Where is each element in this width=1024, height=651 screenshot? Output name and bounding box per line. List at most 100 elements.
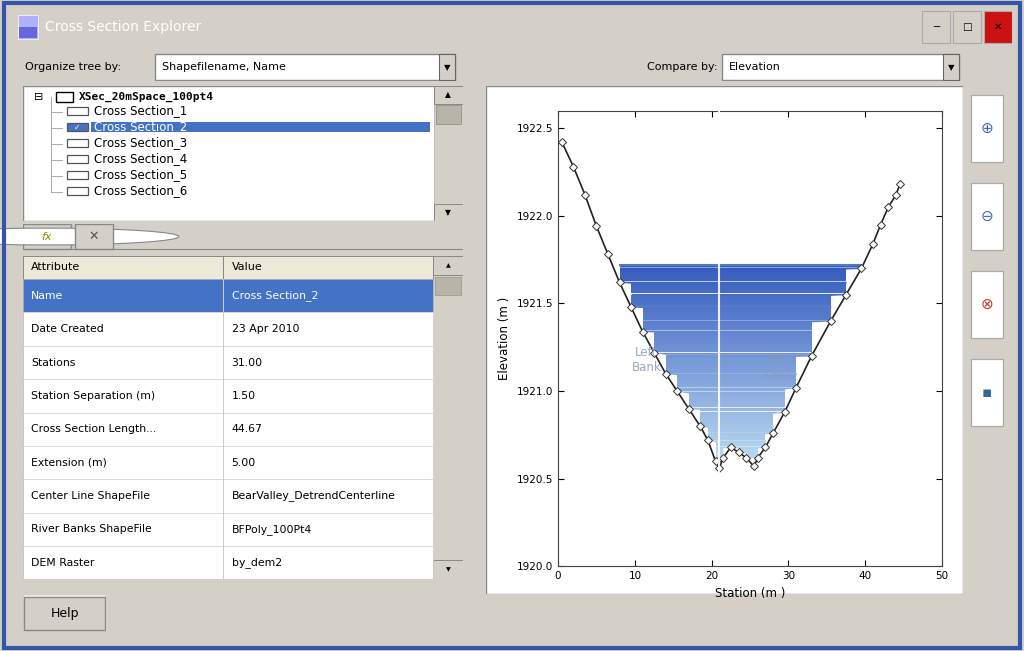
Bar xyxy=(433,256,463,275)
Bar xyxy=(971,359,1004,426)
Bar xyxy=(25,597,104,630)
Bar xyxy=(436,105,461,124)
Bar xyxy=(25,595,104,597)
Bar xyxy=(23,224,71,249)
Text: 5.00: 5.00 xyxy=(231,458,256,467)
Bar xyxy=(223,346,224,380)
Text: Cross Section_5: Cross Section_5 xyxy=(94,169,187,182)
Bar xyxy=(223,279,224,312)
Bar xyxy=(23,413,433,446)
Bar xyxy=(23,256,433,279)
Text: Cross Section_1: Cross Section_1 xyxy=(94,104,187,117)
Text: 23 Apr 2010: 23 Apr 2010 xyxy=(231,324,299,334)
Bar xyxy=(439,55,455,79)
Text: ▲: ▲ xyxy=(445,263,451,268)
Bar xyxy=(18,14,38,39)
Text: Help: Help xyxy=(50,607,79,620)
Bar xyxy=(23,513,433,546)
Text: ✕: ✕ xyxy=(993,21,1002,32)
Bar xyxy=(19,27,37,38)
Bar xyxy=(433,560,463,579)
Text: Date Created: Date Created xyxy=(32,324,104,334)
Bar xyxy=(67,123,88,131)
Text: Cross Section Explorer: Cross Section Explorer xyxy=(45,20,202,34)
Bar xyxy=(23,479,433,513)
Bar xyxy=(67,187,88,195)
Bar xyxy=(67,171,88,179)
Text: Rht
Cnkl: Rht Cnkl xyxy=(764,354,790,382)
Bar xyxy=(223,479,224,513)
Text: BearValley_DetrendCenterline: BearValley_DetrendCenterline xyxy=(231,491,395,501)
Text: ▲: ▲ xyxy=(445,90,452,99)
Text: □: □ xyxy=(962,21,972,32)
Bar xyxy=(435,277,461,295)
Bar xyxy=(91,122,430,132)
Text: Extension (m): Extension (m) xyxy=(32,458,108,467)
X-axis label: Station (m ): Station (m ) xyxy=(715,587,785,600)
Bar xyxy=(223,546,224,579)
Text: Shapefilename, Name: Shapefilename, Name xyxy=(162,62,286,72)
Text: ⊟: ⊟ xyxy=(34,92,43,102)
Text: ▼: ▼ xyxy=(445,567,451,572)
Bar xyxy=(434,86,463,221)
Bar xyxy=(434,204,463,221)
Bar xyxy=(23,380,433,413)
Bar xyxy=(23,546,433,579)
Bar xyxy=(971,95,1004,162)
Bar xyxy=(67,107,88,115)
Bar xyxy=(67,155,88,163)
Bar xyxy=(722,55,959,79)
Text: ⊕: ⊕ xyxy=(981,121,993,136)
Bar xyxy=(971,271,1004,338)
Text: Organize tree by:: Organize tree by: xyxy=(25,62,121,72)
Bar xyxy=(23,446,433,479)
Text: Elevation: Elevation xyxy=(729,62,780,72)
Bar xyxy=(223,413,224,446)
Bar xyxy=(942,55,959,79)
Text: ▼: ▼ xyxy=(445,208,452,217)
Text: Station Separation (m): Station Separation (m) xyxy=(32,391,156,401)
Bar xyxy=(23,346,433,380)
Text: ─: ─ xyxy=(933,21,939,32)
Text: ✕: ✕ xyxy=(89,230,99,243)
Text: Stations: Stations xyxy=(32,357,76,368)
Text: Center Line ShapeFile: Center Line ShapeFile xyxy=(32,491,151,501)
Bar xyxy=(984,11,1012,42)
Text: fx: fx xyxy=(42,232,52,242)
Text: ▼: ▼ xyxy=(443,62,451,72)
Text: DEM Raster: DEM Raster xyxy=(32,558,94,568)
Text: Cross Section_3: Cross Section_3 xyxy=(94,137,187,150)
Text: Left
Bank: Left Bank xyxy=(632,346,662,374)
Bar xyxy=(223,380,224,413)
Y-axis label: Elevation (m ): Elevation (m ) xyxy=(498,297,511,380)
Bar xyxy=(23,279,433,312)
Bar xyxy=(223,312,224,346)
Text: Cross Section_6: Cross Section_6 xyxy=(94,184,187,197)
Text: ▪: ▪ xyxy=(982,385,992,400)
Text: Compare by:: Compare by: xyxy=(646,62,717,72)
Text: 31.00: 31.00 xyxy=(231,357,263,368)
Bar xyxy=(922,11,949,42)
Text: XSec_20mSpace_100pt4: XSec_20mSpace_100pt4 xyxy=(79,92,214,102)
Text: ▼: ▼ xyxy=(947,62,954,72)
Bar xyxy=(156,55,455,79)
Bar xyxy=(434,86,463,104)
Text: Name: Name xyxy=(32,291,63,301)
Text: Cross Section Length...: Cross Section Length... xyxy=(32,424,157,434)
Circle shape xyxy=(0,228,179,245)
Text: Cross Section_2: Cross Section_2 xyxy=(94,120,187,133)
Text: River Banks ShapeFile: River Banks ShapeFile xyxy=(32,524,153,534)
Bar xyxy=(223,446,224,479)
Bar xyxy=(223,513,224,546)
Bar xyxy=(76,224,113,249)
Text: Value: Value xyxy=(231,262,262,273)
Bar xyxy=(67,139,88,147)
Bar xyxy=(23,312,433,346)
Bar xyxy=(433,256,463,579)
Text: ⊖: ⊖ xyxy=(981,209,993,224)
Text: ✓: ✓ xyxy=(74,122,80,132)
Bar xyxy=(971,183,1004,250)
Text: BFPoly_100Pt4: BFPoly_100Pt4 xyxy=(231,524,312,535)
Bar xyxy=(952,11,981,42)
Bar xyxy=(55,92,73,102)
